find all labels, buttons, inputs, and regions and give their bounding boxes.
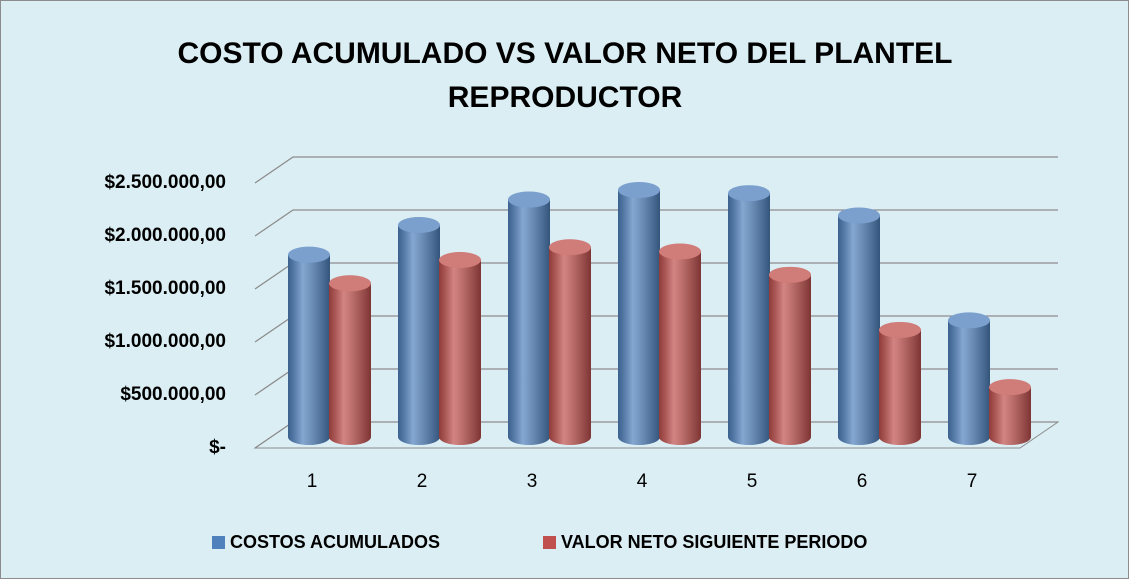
- bar-top-light: [398, 217, 440, 233]
- bar-shade: [549, 247, 591, 445]
- bar-top-light: [329, 275, 371, 292]
- y-tick-label: $2.500.000,00: [104, 172, 226, 193]
- bar-top: [948, 312, 990, 329]
- bar-top-light: [989, 379, 1031, 396]
- bar-shade: [728, 193, 770, 445]
- bar-top-light: [439, 251, 481, 268]
- bar-top: [989, 379, 1031, 396]
- bar-top-light: [948, 312, 990, 329]
- bar-top-light: [549, 239, 591, 256]
- chart-title: REPRODUCTOR: [448, 81, 683, 114]
- bar-top-light: [728, 185, 770, 202]
- legend-label: COSTOS ACUMULADOS: [230, 532, 440, 552]
- bar-top: [838, 207, 880, 224]
- bar-top: [508, 191, 550, 208]
- bar-shade: [439, 259, 481, 445]
- bar-top-light: [618, 182, 660, 199]
- x-tick-label: 4: [637, 471, 648, 492]
- bar-shade: [838, 215, 880, 445]
- bar-top-light: [659, 243, 701, 260]
- bar-top-light: [769, 266, 811, 283]
- bar-shade: [769, 274, 811, 445]
- y-tick-label: $-: [209, 437, 226, 458]
- y-tick-label: $2.000.000,00: [104, 225, 226, 246]
- bar-top: [618, 182, 660, 199]
- bar-shade: [948, 320, 990, 445]
- x-tick-label: 2: [417, 471, 428, 492]
- grid-line: [254, 209, 1058, 237]
- x-tick-label: 1: [307, 471, 318, 492]
- legend-key: [212, 536, 225, 549]
- x-tick-label: 7: [967, 471, 978, 492]
- x-tick-label: 5: [747, 471, 758, 492]
- bar-top-light: [288, 246, 330, 263]
- bar-top: [549, 239, 591, 256]
- bar-top: [439, 251, 481, 268]
- bar-shade: [659, 251, 701, 445]
- y-tick-label: $1.000.000,00: [104, 331, 226, 352]
- bar-shade: [618, 190, 660, 445]
- bar-top: [879, 321, 921, 338]
- legend-key: [543, 536, 556, 549]
- bar-top: [398, 217, 440, 233]
- bar-top-light: [508, 191, 550, 208]
- bar-shade: [398, 225, 440, 445]
- bar-top: [288, 246, 330, 263]
- x-tick-label: 3: [527, 471, 538, 492]
- bar-shade: [989, 387, 1031, 445]
- bar-shade: [508, 199, 550, 445]
- y-tick-label: $1.500.000,00: [104, 278, 226, 299]
- bar-shade: [329, 283, 371, 445]
- y-tick-label: $500.000,00: [120, 384, 226, 405]
- chart-title: COSTO ACUMULADO VS VALOR NETO DEL PLANTE…: [177, 37, 952, 70]
- legend-label: VALOR NETO SIGUIENTE PERIODO: [561, 532, 867, 552]
- bar-top-light: [879, 321, 921, 338]
- bar-top: [329, 275, 371, 292]
- grid-line: [254, 156, 1058, 184]
- bar-top: [728, 185, 770, 202]
- bar-top: [769, 266, 811, 283]
- bar-top: [659, 243, 701, 260]
- x-tick-label: 6: [857, 471, 868, 492]
- bar-shade: [288, 254, 330, 445]
- bar-top-light: [838, 207, 880, 224]
- bar-shade: [879, 329, 921, 445]
